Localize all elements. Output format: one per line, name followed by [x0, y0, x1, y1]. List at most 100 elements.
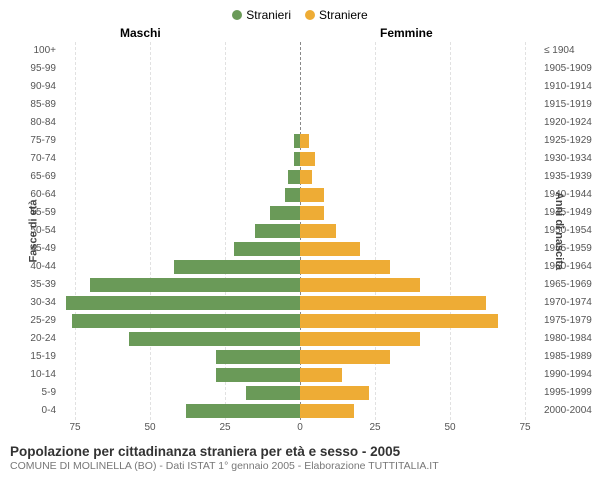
- y-tick-age: 0-4: [0, 402, 56, 420]
- y-tick-birth-year: 1925-1929: [544, 132, 600, 150]
- bar-female: [300, 188, 324, 202]
- bar-row: [60, 330, 540, 348]
- bar-female: [300, 386, 369, 400]
- x-tick: 0: [297, 422, 303, 433]
- legend-item-male: Stranieri: [232, 8, 291, 22]
- chart-subtitle: COMUNE DI MOLINELLA (BO) - Dati ISTAT 1°…: [10, 460, 590, 472]
- y-tick-age: 75-79: [0, 132, 56, 150]
- bar-row: [60, 240, 540, 258]
- legend-swatch-male: [232, 10, 242, 20]
- legend-label-female: Straniere: [319, 8, 368, 22]
- bar-female: [300, 224, 336, 238]
- bar-row: [60, 204, 540, 222]
- bar-row: [60, 42, 540, 60]
- bar-row: [60, 258, 540, 276]
- bar-row: [60, 366, 540, 384]
- bar-male: [285, 188, 300, 202]
- bar-male: [66, 296, 300, 310]
- bar-row: [60, 96, 540, 114]
- bar-female: [300, 278, 420, 292]
- x-tick: 75: [69, 422, 80, 433]
- bar-female: [300, 314, 498, 328]
- bar-male: [255, 224, 300, 238]
- legend-label-male: Stranieri: [246, 8, 291, 22]
- bar-male: [270, 206, 300, 220]
- x-tick: 50: [144, 422, 155, 433]
- bar-row: [60, 294, 540, 312]
- bar-male: [234, 242, 300, 256]
- y-tick-age: 100+: [0, 42, 56, 60]
- bar-female: [300, 134, 309, 148]
- bar-male: [129, 332, 300, 346]
- legend: Stranieri Straniere: [0, 0, 600, 26]
- bar-female: [300, 296, 486, 310]
- bar-row: [60, 150, 540, 168]
- bar-female: [300, 260, 390, 274]
- y-tick-birth-year: 1910-1914: [544, 78, 600, 96]
- x-tick: 25: [369, 422, 380, 433]
- bar-female: [300, 332, 420, 346]
- y-tick-birth-year: 1935-1939: [544, 168, 600, 186]
- y-tick-age: 15-19: [0, 348, 56, 366]
- y-tick-birth-year: 1980-1984: [544, 330, 600, 348]
- bar-male: [174, 260, 300, 274]
- y-tick-age: 85-89: [0, 96, 56, 114]
- bar-female: [300, 404, 354, 418]
- chart-area: Fasce di età Anni di nascita 100+95-9990…: [0, 42, 600, 420]
- y-axis-right: ≤ 19041905-19091910-19141915-19191920-19…: [540, 42, 600, 420]
- bar-row: [60, 384, 540, 402]
- header-femmine: Femmine: [380, 26, 433, 40]
- y-tick-age: 95-99: [0, 60, 56, 78]
- bar-row: [60, 78, 540, 96]
- y-tick-birth-year: 1985-1989: [544, 348, 600, 366]
- bar-row: [60, 312, 540, 330]
- bar-male: [72, 314, 300, 328]
- chart-footer: Popolazione per cittadinanza straniera p…: [0, 438, 600, 472]
- y-tick-birth-year: 1990-1994: [544, 366, 600, 384]
- bar-female: [300, 152, 315, 166]
- y-tick-birth-year: 1965-1969: [544, 276, 600, 294]
- y-tick-age: 35-39: [0, 276, 56, 294]
- bar-row: [60, 114, 540, 132]
- y-tick-age: 70-74: [0, 150, 56, 168]
- chart-container: Stranieri Straniere Maschi Femmine Fasce…: [0, 0, 600, 500]
- y-tick-age: 5-9: [0, 384, 56, 402]
- bar-female: [300, 206, 324, 220]
- y-tick-birth-year: 1975-1979: [544, 312, 600, 330]
- bar-row: [60, 132, 540, 150]
- bar-male: [246, 386, 300, 400]
- y-axis-left-title: Fasce di età: [27, 200, 39, 263]
- bar-row: [60, 186, 540, 204]
- x-axis: 75 50 25 0 25 50 75: [0, 420, 600, 438]
- x-tick: 75: [519, 422, 530, 433]
- y-tick-age: 10-14: [0, 366, 56, 384]
- y-tick-birth-year: 1930-1934: [544, 150, 600, 168]
- y-axis-right-title: Anni di nascita: [553, 192, 565, 270]
- bar-row: [60, 168, 540, 186]
- bar-row: [60, 348, 540, 366]
- y-tick-birth-year: ≤ 1904: [544, 42, 600, 60]
- bar-female: [300, 368, 342, 382]
- y-tick-birth-year: 1995-1999: [544, 384, 600, 402]
- y-tick-age: 80-84: [0, 114, 56, 132]
- y-tick-birth-year: 1905-1909: [544, 60, 600, 78]
- bar-male: [90, 278, 300, 292]
- bar-row: [60, 276, 540, 294]
- legend-item-female: Straniere: [305, 8, 368, 22]
- x-tick: 25: [219, 422, 230, 433]
- x-axis-ticks: 75 50 25 0 25 50 75: [60, 420, 540, 438]
- y-tick-age: 65-69: [0, 168, 56, 186]
- y-tick-birth-year: 2000-2004: [544, 402, 600, 420]
- x-tick: 50: [444, 422, 455, 433]
- header-maschi: Maschi: [120, 26, 161, 40]
- bar-female: [300, 350, 390, 364]
- legend-swatch-female: [305, 10, 315, 20]
- bar-male: [216, 368, 300, 382]
- bar-female: [300, 242, 360, 256]
- bar-row: [60, 222, 540, 240]
- y-tick-age: 90-94: [0, 78, 56, 96]
- bar-row: [60, 60, 540, 78]
- bar-male: [186, 404, 300, 418]
- bar-female: [300, 170, 312, 184]
- plot-area: [60, 42, 540, 420]
